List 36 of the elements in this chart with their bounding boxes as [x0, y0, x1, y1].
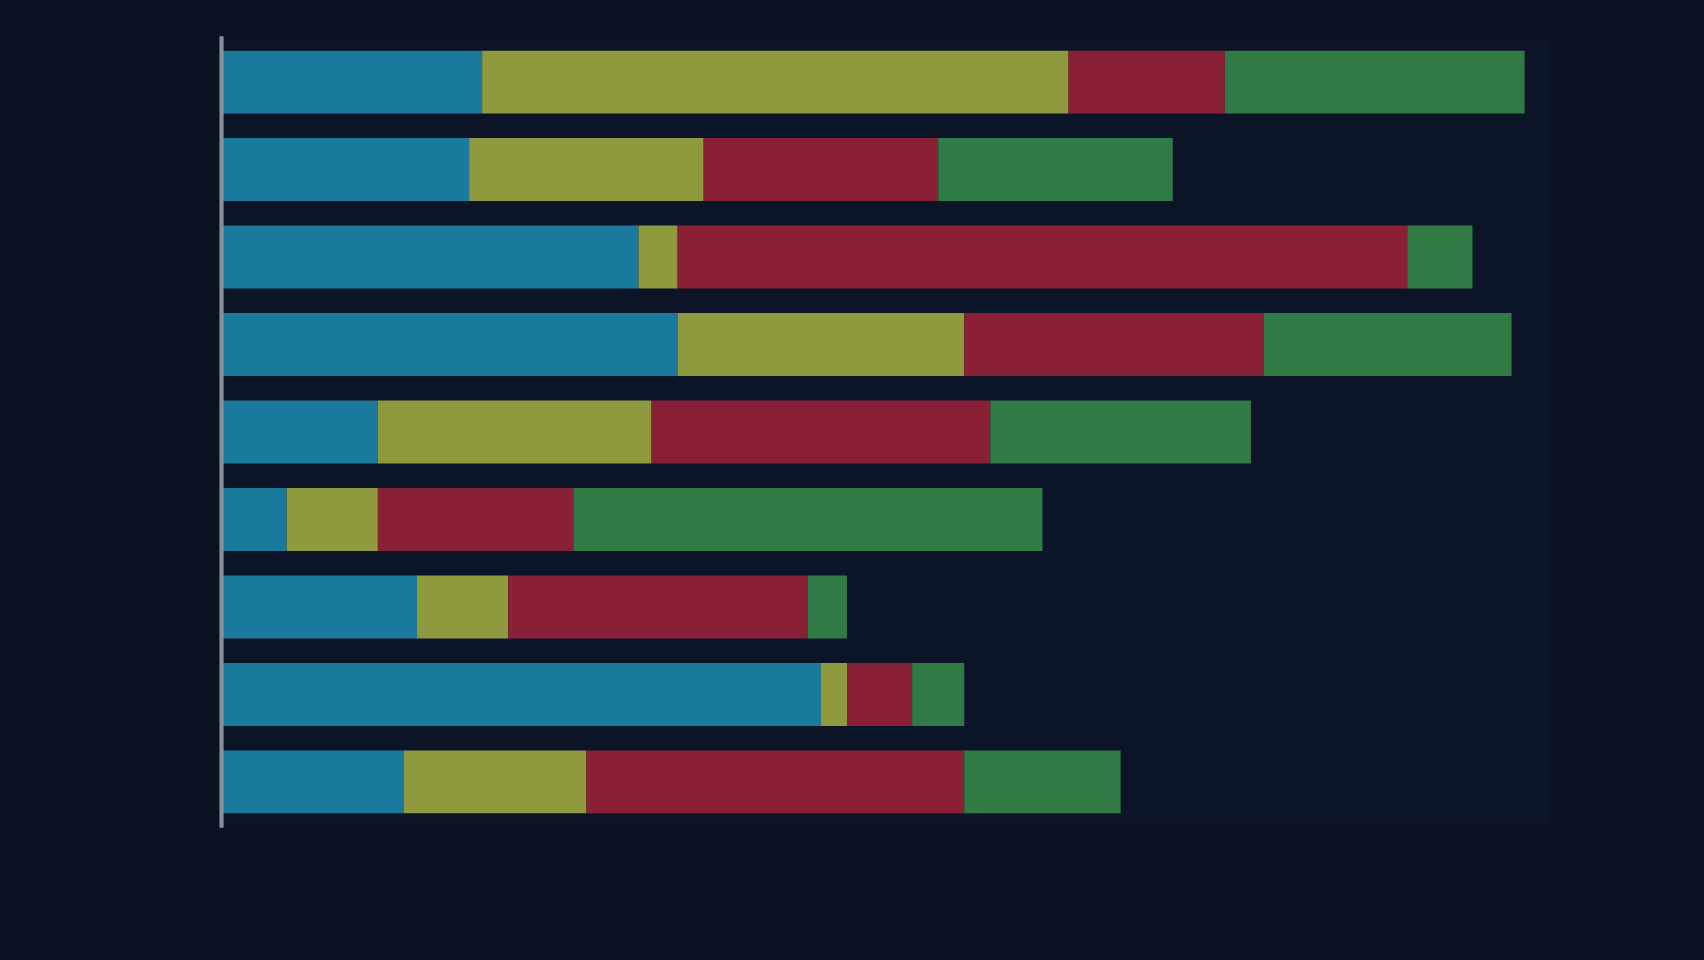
bar — [416, 575, 509, 639]
bar — [403, 750, 587, 814]
bar — [651, 400, 991, 464]
bar — [703, 138, 939, 202]
bar — [964, 750, 1121, 814]
bar — [586, 750, 965, 814]
bar — [482, 50, 1069, 114]
bar — [221, 138, 470, 202]
bar — [377, 400, 652, 464]
bar — [638, 225, 678, 289]
bar — [221, 313, 678, 377]
bar — [1068, 50, 1225, 114]
bar — [912, 662, 965, 726]
bar — [807, 575, 847, 639]
bar — [677, 225, 1408, 289]
bar — [1224, 50, 1525, 114]
bar — [508, 575, 808, 639]
bar — [938, 138, 1173, 202]
bar — [677, 313, 965, 377]
bar — [964, 313, 1264, 377]
bar — [221, 575, 417, 639]
bar — [1407, 225, 1473, 289]
bar — [286, 487, 378, 551]
bar — [1263, 313, 1512, 377]
bar — [221, 487, 287, 551]
bar — [221, 400, 378, 464]
bar — [377, 487, 574, 551]
bar — [221, 662, 821, 726]
bar — [221, 750, 404, 814]
bar — [469, 138, 704, 202]
bar — [221, 225, 639, 289]
bar — [846, 662, 913, 726]
bar — [221, 50, 483, 114]
bar — [990, 400, 1251, 464]
bar — [573, 487, 1043, 551]
bar — [820, 662, 847, 726]
